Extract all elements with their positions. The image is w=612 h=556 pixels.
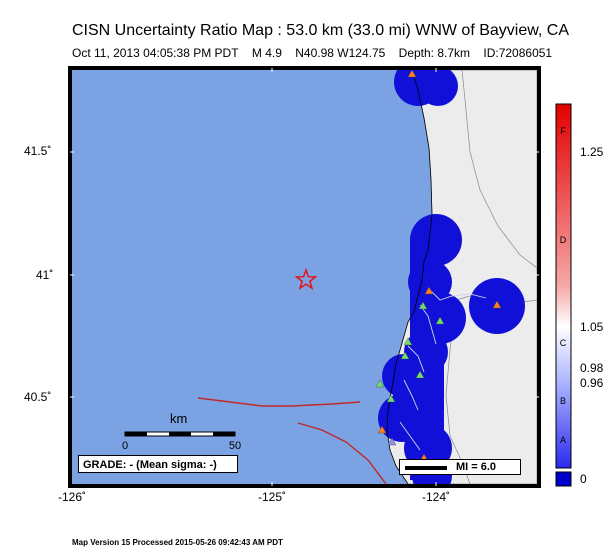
colorbar-zero-swatch <box>555 471 572 487</box>
mi-legend-box: MI = 6.0 <box>399 459 521 475</box>
grade-box: GRADE: - (Mean sigma: -) <box>78 455 238 473</box>
event-magnitude: M 4.9 <box>251 46 282 60</box>
station-marker <box>435 316 445 325</box>
scale-start: 0 <box>121 440 129 452</box>
event-id: ID:72086051 <box>483 46 553 60</box>
station-marker <box>400 351 410 360</box>
mi-legend-text: MI = 6.0 <box>456 461 497 473</box>
scale-unit: km <box>170 411 188 426</box>
station-marker <box>387 437 397 446</box>
colorbar-grade-f: F <box>560 126 566 136</box>
rivers <box>399 289 487 451</box>
scale-end: 50 <box>228 440 242 452</box>
colorbar-value-1-25: 1.25 <box>580 145 604 159</box>
event-date: Oct 11, 2013 04:05:38 PM PDT <box>72 46 239 60</box>
station-marker <box>403 337 413 346</box>
lon-label-125: -125˚ <box>257 490 287 504</box>
fault-line <box>197 397 361 407</box>
colorbar-value-0-96: 0.96 <box>580 376 604 390</box>
event-depth: Depth: 8.7km <box>398 46 471 60</box>
map-frame <box>68 66 541 488</box>
frame-ticks <box>70 68 539 486</box>
colorbar-grade-d: D <box>559 235 567 245</box>
mi-legend-bar <box>405 466 447 470</box>
scale-bar <box>124 431 236 437</box>
epicenter-star <box>294 267 318 290</box>
lon-label-124: -124˚ <box>421 490 451 504</box>
colorbar-value-1-05: 1.05 <box>580 320 604 334</box>
station-marker <box>377 425 387 434</box>
colorbar-value-0: 0 <box>580 472 587 486</box>
station-marker <box>415 370 425 379</box>
lat-label-41-5: 41.5˚ <box>24 144 52 158</box>
coastline <box>386 70 433 484</box>
station-marker <box>407 70 417 78</box>
fault-line-south <box>297 422 387 484</box>
colorbar-value-0-98: 0.98 <box>580 361 604 375</box>
event-location: N40.98 W124.75 <box>295 46 386 60</box>
lat-label-41: 41˚ <box>36 268 54 282</box>
colorbar-grade-a: A <box>559 435 567 445</box>
station-marker <box>375 379 385 388</box>
map-version-footer: Map Version 15 Processed 2015-05-26 09:4… <box>72 538 283 547</box>
lon-label-126: -126˚ <box>57 490 87 504</box>
event-info: Oct 11, 2013 04:05:38 PM PDT M 4.9 N40.9… <box>72 46 552 60</box>
station-marker <box>386 394 396 403</box>
station-marker <box>424 286 434 295</box>
lat-label-40-5: 40.5˚ <box>24 390 52 404</box>
colorbar-grade-c: C <box>559 338 567 348</box>
station-marker <box>418 301 428 310</box>
colorbar <box>555 103 572 469</box>
station-marker <box>492 300 502 309</box>
map-title: CISN Uncertainty Ratio Map : 53.0 km (33… <box>72 22 570 39</box>
stations <box>375 70 502 462</box>
colorbar-grade-b: B <box>559 396 567 406</box>
